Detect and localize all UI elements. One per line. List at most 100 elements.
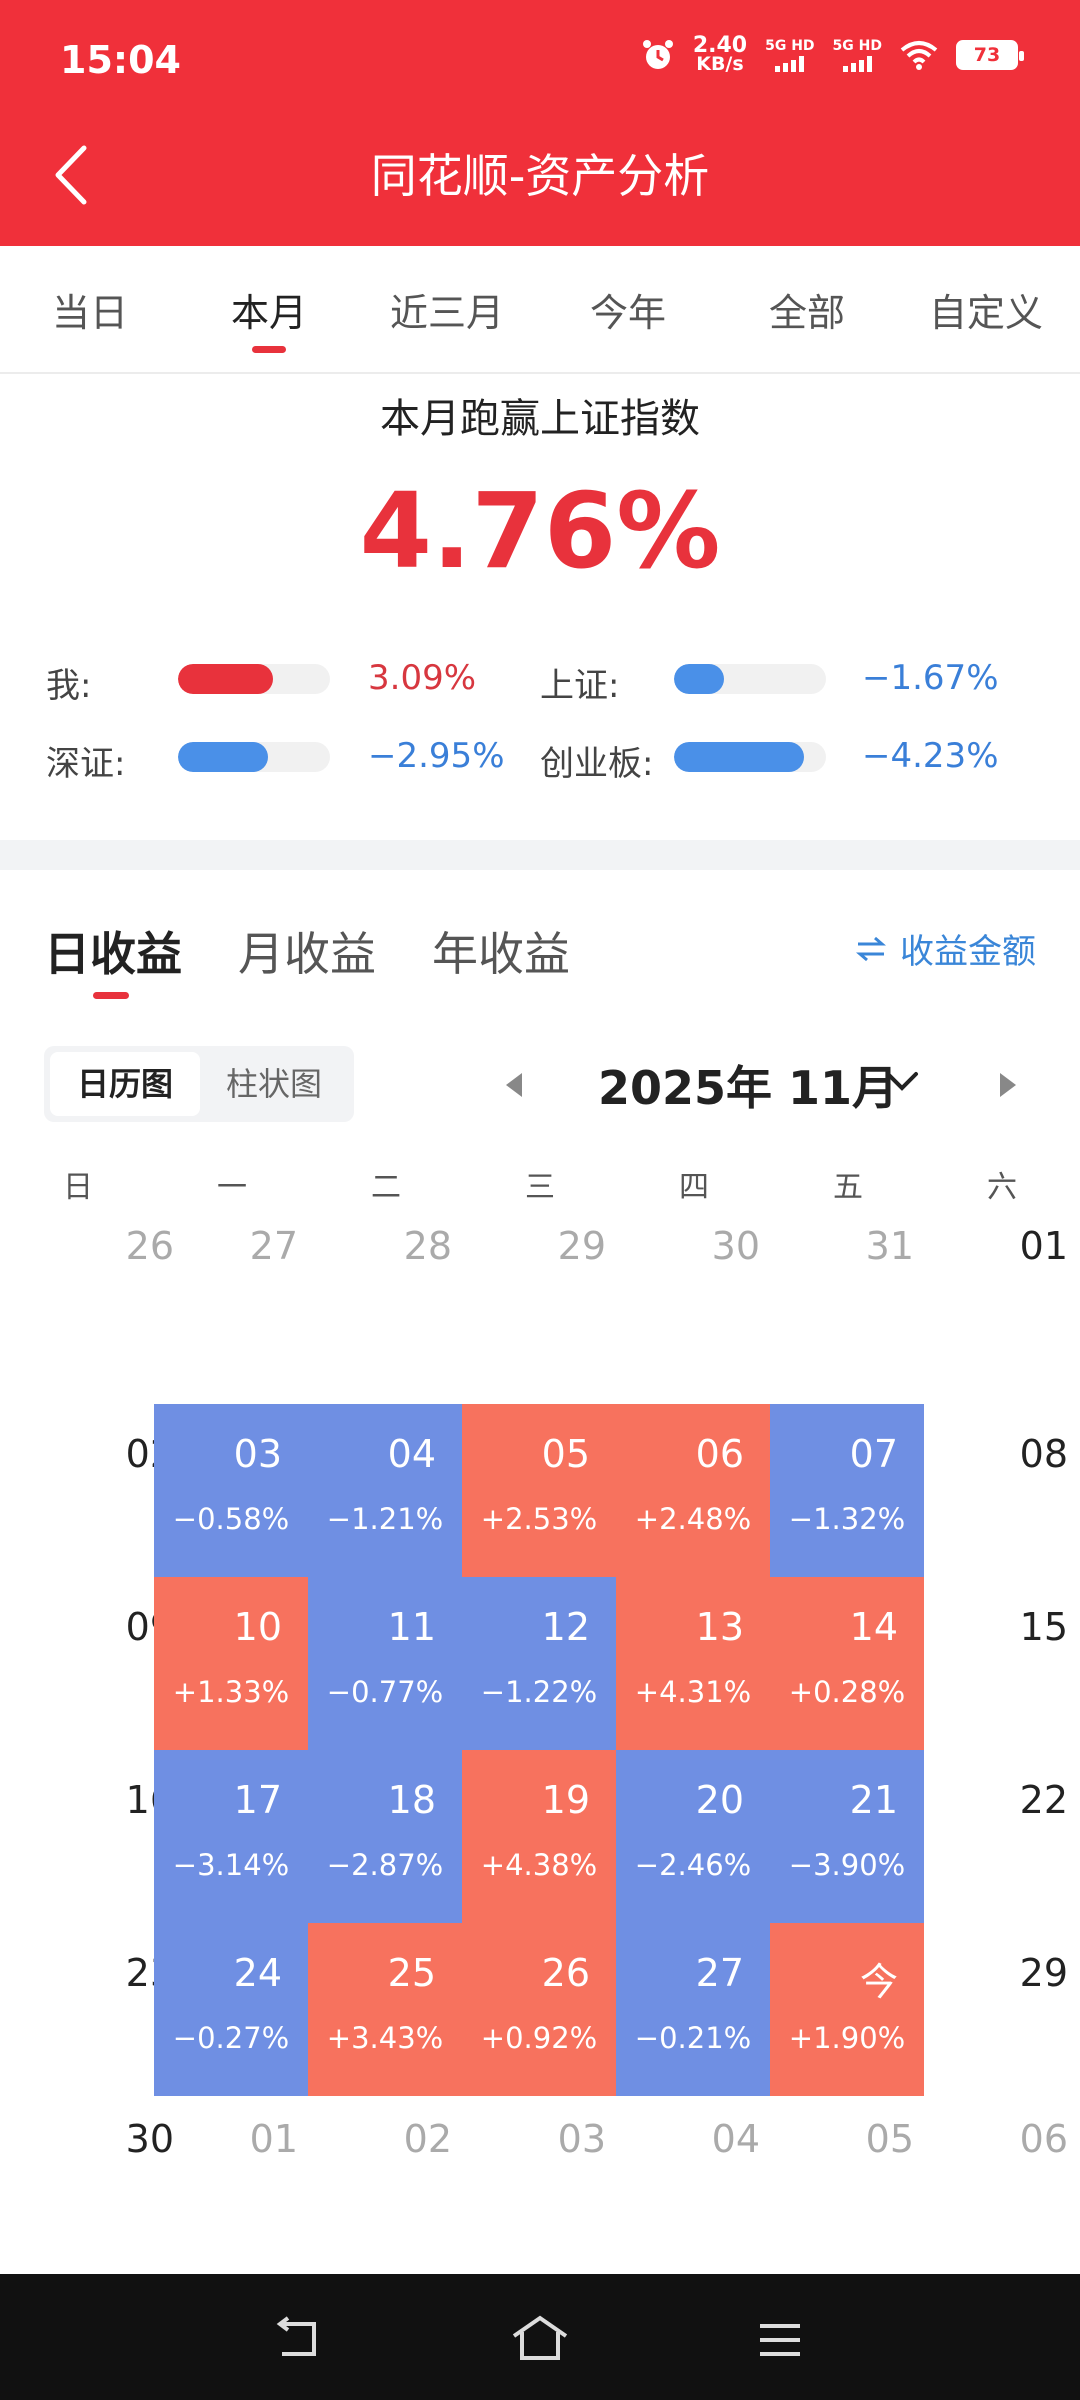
tab-three-months[interactable]: 近三月: [389, 291, 504, 335]
summary-title: 本月跑赢上证指数: [380, 396, 700, 442]
tab-this-month[interactable]: 本月: [230, 291, 307, 335]
calendar-day-cell[interactable]: 17 −3.14%: [154, 1750, 308, 1923]
calendar-day: 27: [154, 1196, 308, 1369]
period-tabs: 当日 本月 近三月 今年 全部 自定义: [0, 246, 1080, 374]
calendar-day-number: 29: [557, 1224, 606, 1268]
daily-return-percent: −0.21%: [634, 2021, 752, 2055]
weekday-sun: 日: [63, 1170, 93, 1205]
calendar-day-cell[interactable]: 25 +3.43%: [308, 1923, 462, 2096]
calendar-day-cell[interactable]: 24 −0.27%: [154, 1923, 308, 2096]
tab-monthly-returns[interactable]: 月收益: [238, 927, 376, 981]
calendar-day-cell[interactable]: 今 +1.90%: [770, 1923, 924, 2096]
daily-return-percent: +1.90%: [788, 2021, 906, 2055]
calendar-day-cell[interactable]: 26 +0.92%: [462, 1923, 616, 2096]
daily-return-percent: −1.22%: [480, 1675, 598, 1709]
calendar-day-cell[interactable]: 11 −0.77%: [308, 1577, 462, 1750]
daily-return-percent: −0.77%: [326, 1675, 444, 1709]
section-divider: [0, 840, 1080, 870]
nav-menu-icon[interactable]: [750, 2314, 810, 2364]
calendar-day-cell[interactable]: 13 +4.31%: [616, 1577, 770, 1750]
view-calendar-button[interactable]: 日历图: [50, 1052, 200, 1116]
calendar-day: 15: [924, 1577, 1078, 1750]
daily-return-percent: −0.58%: [172, 1502, 290, 1536]
calendar-day-number: 18: [387, 1778, 436, 1822]
tab-custom[interactable]: 自定义: [928, 291, 1043, 335]
back-arrow-icon[interactable]: [44, 140, 104, 210]
month-selector[interactable]: 2025年 11月: [598, 1061, 899, 1115]
calendar-day-number: 06: [695, 1432, 744, 1476]
daily-return-percent: −0.27%: [172, 2021, 290, 2055]
tab-yearly-returns[interactable]: 年收益: [432, 927, 570, 981]
tab-today[interactable]: 当日: [51, 291, 128, 335]
calendar-day-number: 03: [233, 1432, 282, 1476]
daily-return-percent: −2.87%: [326, 1848, 444, 1882]
calendar-day-number: 30: [711, 1224, 760, 1268]
sim1-label: 5G HD: [765, 37, 815, 54]
weekday-wed: 三: [525, 1170, 555, 1205]
daily-return-percent: −1.32%: [788, 1502, 906, 1536]
calendar-day-number: 29: [1019, 1951, 1068, 1995]
calendar-day-number: 31: [865, 1224, 914, 1268]
daily-return-percent: −1.21%: [326, 1502, 444, 1536]
tab-this-year[interactable]: 今年: [589, 291, 666, 335]
calendar-day-number: 12: [541, 1605, 590, 1649]
calendar-day: 04: [616, 2089, 770, 2262]
signal-bars-icon: [842, 55, 872, 72]
tab-all[interactable]: 全部: [768, 291, 845, 335]
calendar-day-number: 20: [695, 1778, 744, 1822]
calendar-day-number: 13: [695, 1605, 744, 1649]
calendar-day-cell[interactable]: 06 +2.48%: [616, 1404, 770, 1577]
calendar-day-cell[interactable]: 05 +2.53%: [462, 1404, 616, 1577]
calendar-day-number: 25: [387, 1951, 436, 1995]
comparison-value-shenzhen: −2.95%: [368, 736, 505, 776]
calendar-day-number: 07: [849, 1432, 898, 1476]
calendar-day-cell[interactable]: 12 −1.22%: [462, 1577, 616, 1750]
calendar-day-number: 今: [859, 1960, 898, 2004]
calendar-day-number: 21: [849, 1778, 898, 1822]
view-bar-button[interactable]: 柱状图: [225, 1065, 322, 1103]
calendar-day-cell[interactable]: 27 −0.21%: [616, 1923, 770, 2096]
calendar-day: 03: [462, 2089, 616, 2262]
amount-toggle-label: 收益金额: [900, 932, 1036, 972]
amount-toggle-button[interactable]: 收益金额: [856, 924, 1036, 973]
calendar-day-number: 15: [1019, 1605, 1068, 1649]
nav-home-icon[interactable]: [510, 2314, 570, 2364]
calendar-day-cell[interactable]: 14 +0.28%: [770, 1577, 924, 1750]
calendar-day-number: 04: [711, 2117, 760, 2161]
calendar-day-cell[interactable]: 21 −3.90%: [770, 1750, 924, 1923]
daily-return-percent: −2.46%: [634, 1848, 752, 1882]
calendar-day-number: 24: [233, 1951, 282, 1995]
status-time: 15:04: [60, 38, 181, 82]
calendar-day-cell[interactable]: 03 −0.58%: [154, 1404, 308, 1577]
nav-back-icon[interactable]: [268, 2314, 328, 2364]
signal-sim2: 5G HD: [833, 39, 882, 72]
weekday-tue: 二: [371, 1170, 401, 1205]
calendar-day-number: 27: [249, 1224, 298, 1268]
chevron-left-icon[interactable]: [500, 1070, 526, 1100]
alarm-icon: [642, 40, 673, 69]
calendar-day-cell[interactable]: 07 −1.32%: [770, 1404, 924, 1577]
calendar-day-number: 03: [557, 2117, 606, 2161]
calendar-day: 31: [770, 1196, 924, 1369]
calendar-day-number: 05: [865, 2117, 914, 2161]
comparison-bar-shanghai: [674, 664, 826, 694]
battery-indicator: 73: [956, 40, 1024, 70]
calendar-day-cell[interactable]: 20 −2.46%: [616, 1750, 770, 1923]
system-nav-bar: [0, 2274, 1080, 2400]
calendar-day: 08: [924, 1404, 1078, 1577]
calendar-day-cell[interactable]: 10 +1.33%: [154, 1577, 308, 1750]
calendar-day-number: 22: [1019, 1778, 1068, 1822]
active-tab-indicator: [252, 346, 286, 353]
tab-daily-returns[interactable]: 日收益: [44, 927, 182, 981]
returns-tab-indicator: [93, 992, 129, 999]
chevron-down-icon[interactable]: [882, 1062, 922, 1102]
calendar-day-cell[interactable]: 04 −1.21%: [308, 1404, 462, 1577]
calendar-day-number: 27: [695, 1951, 744, 1995]
daily-return-percent: +4.31%: [634, 1675, 752, 1709]
calendar-day: 30: [616, 1196, 770, 1369]
network-speed: 2.40 KB/s: [693, 35, 747, 74]
calendar-day-cell[interactable]: 18 −2.87%: [308, 1750, 462, 1923]
calendar-day-cell[interactable]: 19 +4.38%: [462, 1750, 616, 1923]
calendar-day-number: 06: [1019, 2117, 1068, 2161]
chevron-right-icon[interactable]: [996, 1070, 1022, 1100]
